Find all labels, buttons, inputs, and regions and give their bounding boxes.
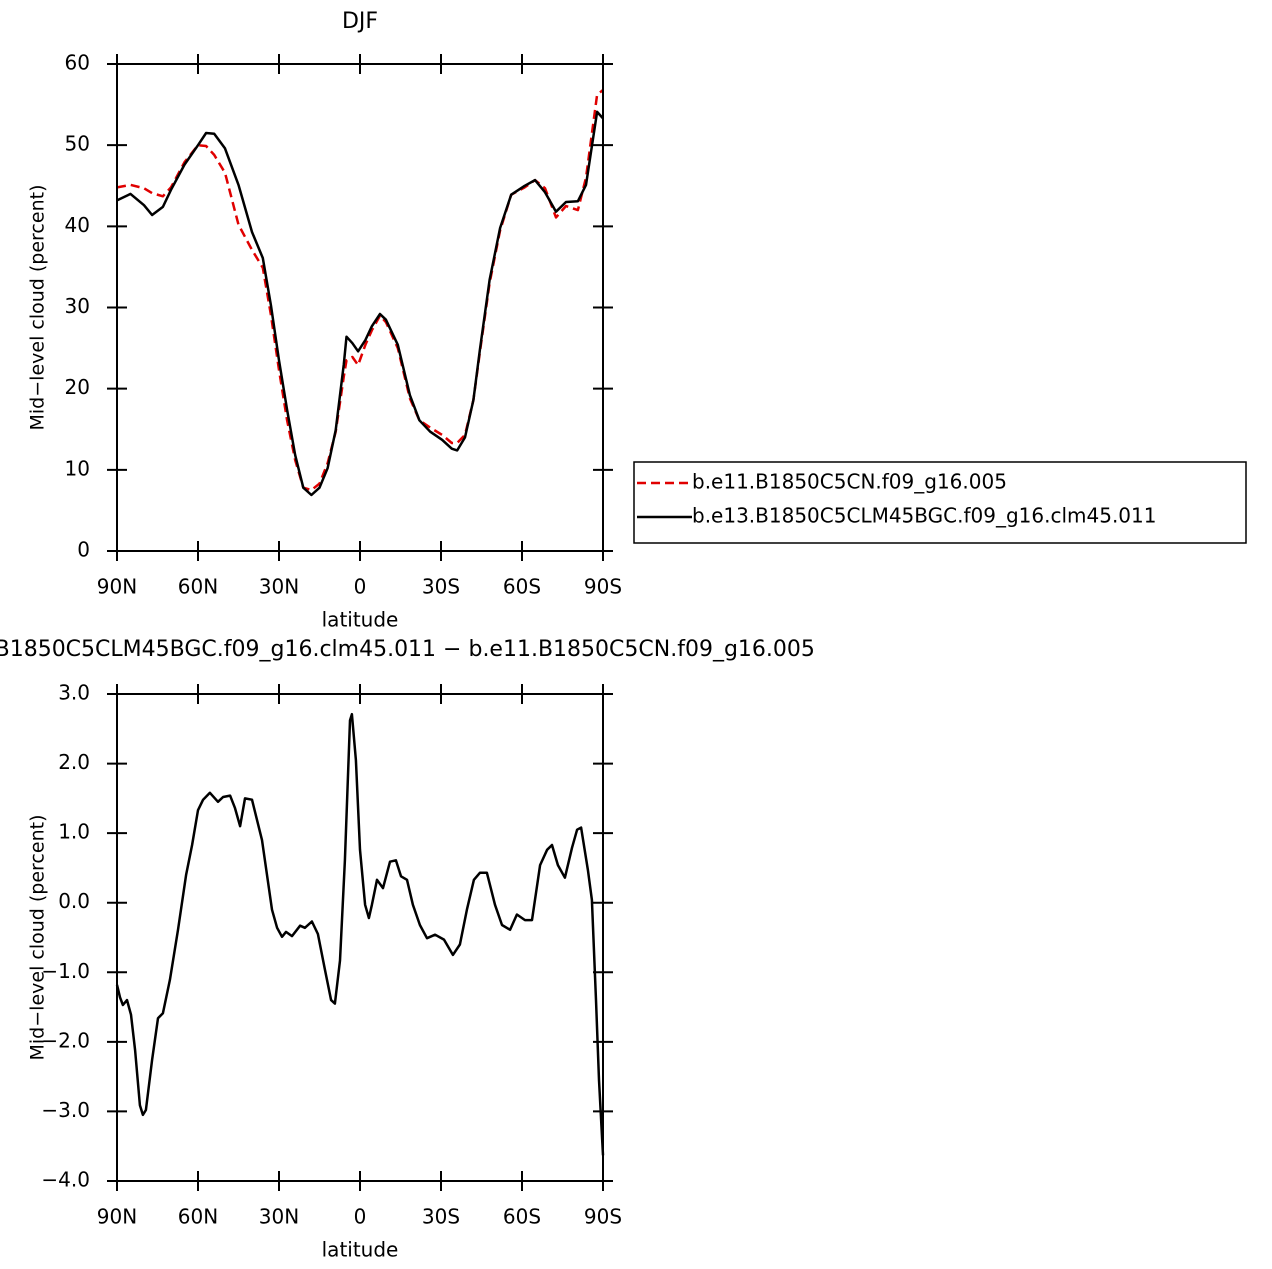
chart-title: b.e13.B1850C5CLM45BGC.f09_g16.clm45.011 … [0, 637, 815, 662]
y-tick-label: 10 [65, 456, 90, 480]
series-line [116, 89, 604, 492]
x-tick-label: 60S [503, 575, 541, 599]
y-axis-label: Mid−level cloud (percent) [27, 815, 49, 1061]
x-tick-label: 30S [422, 1205, 460, 1229]
x-tick-label: 30N [259, 575, 299, 599]
x-axis-label: latitude [322, 608, 399, 632]
y-tick-label: 40 [65, 213, 90, 237]
y-tick-label: −1.0 [41, 959, 90, 983]
y-tick-label: 50 [65, 132, 90, 156]
x-tick-label: 90N [97, 1205, 137, 1229]
chart-title: DJF [342, 9, 378, 34]
x-tick-label: 90S [584, 575, 622, 599]
x-tick-label: 90N [97, 575, 137, 599]
x-tick-label: 60S [503, 1205, 541, 1229]
x-axis-label: latitude [322, 1238, 399, 1262]
y-tick-label: −3.0 [41, 1098, 90, 1122]
legend-box [633, 461, 1247, 544]
plot-frame [116, 63, 604, 552]
x-tick-label: 90S [584, 1205, 622, 1229]
y-tick-label: 0.0 [58, 889, 90, 913]
y-tick-label: 3.0 [58, 681, 90, 705]
y-tick-label: 2.0 [58, 750, 90, 774]
x-tick-label: 30S [422, 575, 460, 599]
y-tick-label: 30 [65, 294, 90, 318]
x-tick-label: 0 [354, 575, 367, 599]
x-tick-label: 60N [178, 575, 218, 599]
x-tick-label: 0 [354, 1205, 367, 1229]
y-axis-label: Mid−level cloud (percent) [27, 185, 49, 431]
y-tick-label: 0 [77, 538, 90, 562]
series-line [116, 110, 604, 497]
x-tick-label: 60N [178, 1205, 218, 1229]
y-tick-label: 60 [65, 51, 90, 75]
legend-label: b.e13.B1850C5CLM45BGC.f09_g16.clm45.011 [692, 504, 1156, 528]
y-tick-label: 1.0 [58, 820, 90, 844]
x-tick-label: 30N [259, 1205, 299, 1229]
series-line [115, 712, 605, 1156]
legend-label: b.e11.B1850C5CN.f09_g16.005 [692, 470, 1007, 494]
plot-frame [116, 693, 604, 1182]
y-tick-label: 20 [65, 375, 90, 399]
y-tick-label: −2.0 [41, 1028, 90, 1052]
y-tick-label: −4.0 [41, 1168, 90, 1192]
